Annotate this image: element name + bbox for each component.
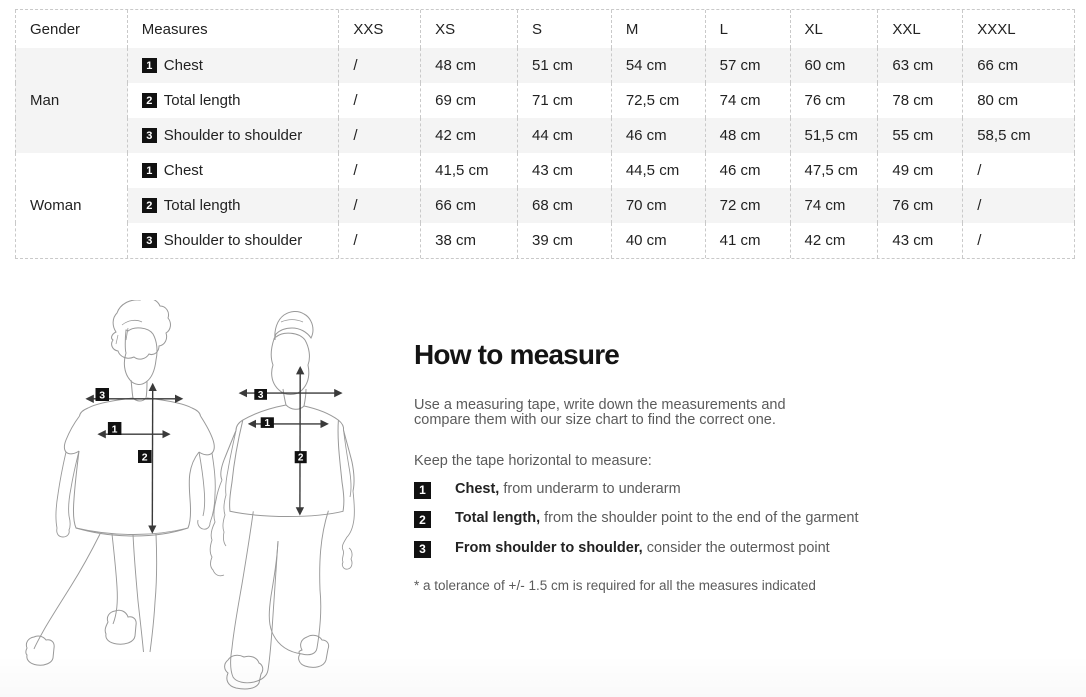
svg-text:2: 2: [142, 451, 148, 463]
svg-text:3: 3: [99, 389, 105, 401]
svg-text:1: 1: [112, 423, 118, 435]
svg-text:2: 2: [298, 453, 304, 464]
svg-text:3: 3: [258, 390, 264, 401]
svg-text:1: 1: [265, 418, 271, 429]
